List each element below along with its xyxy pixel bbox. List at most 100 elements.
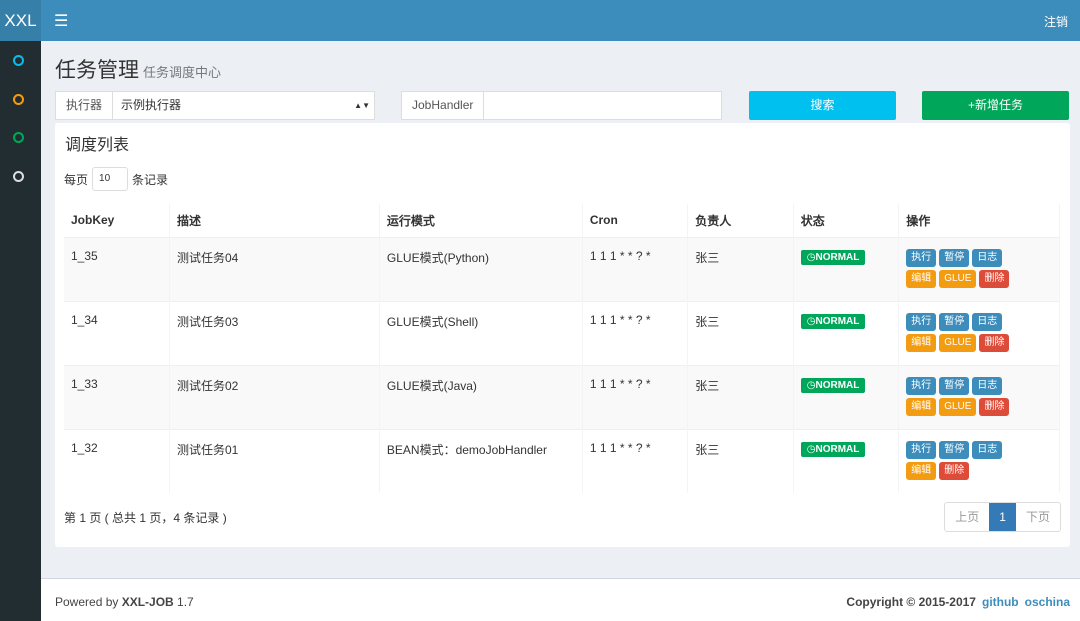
box-title: 调度列表	[65, 137, 130, 154]
run-button[interactable]: 执行	[906, 376, 937, 395]
actions-cell: 执行 暂停 日志编辑 GLUE 删除	[898, 364, 1060, 429]
clock-icon: ◷	[806, 251, 816, 263]
prev-page-button[interactable]: 上页	[955, 510, 980, 524]
cron-cell: 1 1 1 * * ? *	[582, 428, 689, 493]
actions-cell: 执行 暂停 日志编辑 GLUE 删除	[898, 236, 1060, 301]
cron-cell: 1 1 1 * * ? *	[582, 236, 689, 301]
page-1-button[interactable]: 1	[989, 503, 1016, 531]
jobhandler-input[interactable]	[484, 92, 721, 119]
sidebar-item-circle-icon[interactable]	[13, 132, 24, 143]
log-button[interactable]: 日志	[972, 312, 1003, 331]
run-button[interactable]: 执行	[906, 248, 937, 267]
owner-cell: 张三	[687, 364, 794, 429]
jobkey-cell: 1_35	[64, 236, 170, 301]
add-job-button[interactable]: +新增任务	[922, 91, 1069, 120]
glue-button[interactable]: GLUE	[939, 269, 977, 288]
clock-icon: ◷	[806, 315, 816, 327]
status-badge: ◷NORMAL	[800, 377, 866, 393]
glue-button[interactable]: GLUE	[939, 333, 977, 352]
next-page-button[interactable]: 下页	[1025, 510, 1050, 524]
desc-cell: 测试任务01	[169, 428, 380, 493]
sidebar-item-circle-icon[interactable]	[13, 94, 24, 105]
status-cell: ◷NORMAL	[793, 300, 900, 365]
powered-by: Powered by XXL-JOB 1.7	[55, 595, 194, 609]
job-list-box: 调度列表 每页 10 条记录 JobKey 描述 运行模式 Cron 负责人 状态 操作 1…	[55, 123, 1070, 547]
glue-button[interactable]: GLUE	[939, 397, 977, 416]
edit-button[interactable]: 编辑	[906, 269, 937, 288]
desc-cell: 测试任务03	[169, 300, 380, 365]
delete-button[interactable]: 删除	[939, 461, 970, 480]
column-header: 负责人	[687, 204, 794, 238]
run-button[interactable]: 执行	[906, 440, 937, 459]
delete-button[interactable]: 删除	[979, 269, 1010, 288]
executor-select-group: 执行器 示例执行器 ▲▼	[55, 91, 375, 120]
pause-button[interactable]: 暂停	[939, 376, 970, 395]
top-navbar: XXL ☰ 注销	[0, 0, 1080, 41]
hamburger-menu-icon[interactable]: ☰	[54, 13, 69, 30]
column-header: 状态	[793, 204, 900, 238]
pagination: 上页 1 下页	[944, 502, 1061, 532]
jobhandler-label: JobHandler	[402, 92, 485, 119]
table-row: 1_33 测试任务02 GLUE模式(Java) 1 1 1 * * ? * 张…	[64, 364, 1060, 429]
log-button[interactable]: 日志	[972, 248, 1003, 267]
delete-button[interactable]: 删除	[979, 397, 1010, 416]
pagination-info: 第 1 页 ( 总共 1 页，4 条记录 )	[64, 511, 227, 525]
run-button[interactable]: 执行	[906, 312, 937, 331]
search-button[interactable]: 搜索	[749, 91, 896, 120]
logo[interactable]: XXL	[0, 0, 41, 41]
actions-cell: 执行 暂停 日志编辑 GLUE 删除	[898, 300, 1060, 365]
column-header: Cron	[582, 204, 689, 238]
mode-cell: GLUE模式(Shell)	[379, 300, 583, 365]
jobkey-cell: 1_33	[64, 364, 170, 429]
log-button[interactable]: 日志	[972, 440, 1003, 459]
jobkey-cell: 1_32	[64, 428, 170, 493]
column-header: 操作	[898, 204, 1060, 238]
status-text: NORMAL	[815, 315, 860, 327]
version: 1.7	[173, 595, 194, 609]
sidebar-item-circle-icon[interactable]	[13, 171, 24, 182]
page-size-control: 每页 10 条记录	[64, 167, 168, 191]
copyright: Copyright © 2015-2017 github oschina	[846, 595, 1070, 609]
desc-cell: 测试任务04	[169, 236, 380, 301]
footer: Powered by XXL-JOB 1.7 Copyright © 2015-…	[41, 578, 1080, 621]
cron-cell: 1 1 1 * * ? *	[582, 300, 689, 365]
edit-button[interactable]: 编辑	[906, 333, 937, 352]
pause-button[interactable]: 暂停	[939, 440, 970, 459]
pause-button[interactable]: 暂停	[939, 312, 970, 331]
owner-cell: 张三	[687, 300, 794, 365]
mode-cell: GLUE模式(Java)	[379, 364, 583, 429]
status-text: NORMAL	[815, 251, 860, 263]
status-badge: ◷NORMAL	[800, 313, 866, 329]
job-table: JobKey 描述 运行模式 Cron 负责人 状态 操作 1_35 测试任务04 GLUE…	[64, 204, 1060, 493]
oschina-link[interactable]: oschina	[1024, 595, 1070, 609]
executor-select[interactable]: 示例执行器 ▲▼	[113, 92, 374, 119]
sidebar	[0, 41, 41, 621]
logout-link[interactable]: 注销	[1043, 15, 1068, 29]
actions-cell: 执行 暂停 日志编辑 删除	[898, 428, 1060, 493]
mode-cell: GLUE模式(Python)	[379, 236, 583, 301]
brand: XXL-JOB	[121, 595, 174, 609]
column-header: JobKey	[64, 204, 170, 238]
status-badge: ◷NORMAL	[800, 441, 866, 457]
sidebar-item-circle-icon[interactable]	[13, 55, 24, 66]
clock-icon: ◷	[806, 379, 816, 391]
desc-cell: 测试任务02	[169, 364, 380, 429]
per-page-prefix: 每页	[64, 172, 89, 187]
page-subtitle: 任务调度中心	[143, 65, 222, 80]
log-button[interactable]: 日志	[972, 376, 1003, 395]
page-size-select[interactable]: 10	[92, 167, 129, 191]
cron-cell: 1 1 1 * * ? *	[582, 364, 689, 429]
executor-value: 示例执行器	[121, 98, 182, 112]
title-text: 任务管理	[55, 59, 139, 82]
mode-cell: BEAN模式：demoJobHandler	[379, 428, 583, 493]
delete-button[interactable]: 删除	[979, 333, 1010, 352]
pause-button[interactable]: 暂停	[939, 248, 970, 267]
edit-button[interactable]: 编辑	[906, 461, 937, 480]
per-page-suffix: 条记录	[132, 172, 169, 187]
edit-button[interactable]: 编辑	[906, 397, 937, 416]
github-link[interactable]: github	[981, 595, 1019, 609]
table-row: 1_32 测试任务01 BEAN模式：demoJobHandler 1 1 1 …	[64, 428, 1060, 493]
status-cell: ◷NORMAL	[793, 428, 900, 493]
select-arrows-icon: ▲▼	[354, 101, 370, 110]
table-row: 1_34 测试任务03 GLUE模式(Shell) 1 1 1 * * ? * …	[64, 300, 1060, 365]
